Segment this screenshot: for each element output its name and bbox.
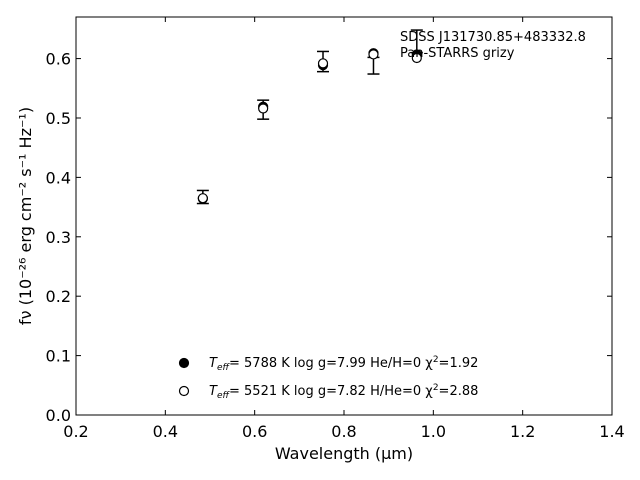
x-axis-label: Wavelength (μm) [275, 444, 413, 463]
annotation-line-2: Pan-STARRS grizy [400, 46, 515, 61]
x-tick-labels: 0.2 0.4 0.6 0.8 1.0 1.2 1.4 [63, 422, 624, 441]
model-point-open [317, 58, 329, 69]
model-point-open [411, 52, 422, 64]
y-tick-label: 0.1 [46, 347, 71, 366]
y-tick-label: 0.6 [46, 50, 71, 69]
y-tick-label: 0.5 [46, 109, 71, 128]
axis-ticks [75, 17, 613, 416]
x-tick-label: 0.6 [242, 422, 267, 441]
plot-area [75, 16, 613, 416]
y-tick-label: 0.0 [46, 406, 71, 425]
y-tick-label: 0.2 [46, 287, 71, 306]
model-point-open [197, 193, 208, 204]
y-tick-label: 0.4 [46, 168, 71, 187]
legend-label-filled: Teff= 5788 K log g=7.99 He/H=0 χ2=1.92 [209, 355, 478, 373]
x-tick-label: 1.2 [510, 422, 535, 441]
y-axis-label: fν (10⁻²⁶ erg cm⁻² s⁻¹ Hz⁻¹) [16, 107, 35, 325]
y-tick-labels: 0.0 0.1 0.2 0.3 0.4 0.5 0.6 [46, 50, 71, 425]
annotation-line-1: SDSS J131730.85+483332.8 [400, 30, 586, 45]
data-points [197, 48, 422, 204]
x-tick-label: 0.2 [63, 422, 88, 441]
x-tick-label: 0.4 [153, 422, 178, 441]
y-tick-label: 0.3 [46, 228, 71, 247]
x-tick-label: 1.4 [599, 422, 624, 441]
legend-marker-open [178, 385, 190, 397]
model-point-open [368, 49, 379, 60]
legend-label-open: Teff= 5521 K log g=7.82 H/He=0 χ2=2.88 [209, 383, 478, 401]
legend-marker-filled [178, 357, 190, 369]
x-tick-label: 1.0 [421, 422, 446, 441]
legend: Teff= 5788 K log g=7.99 He/H=0 χ2=1.92 T… [178, 355, 478, 401]
x-tick-label: 0.8 [331, 422, 356, 441]
model-point-open [258, 103, 269, 114]
